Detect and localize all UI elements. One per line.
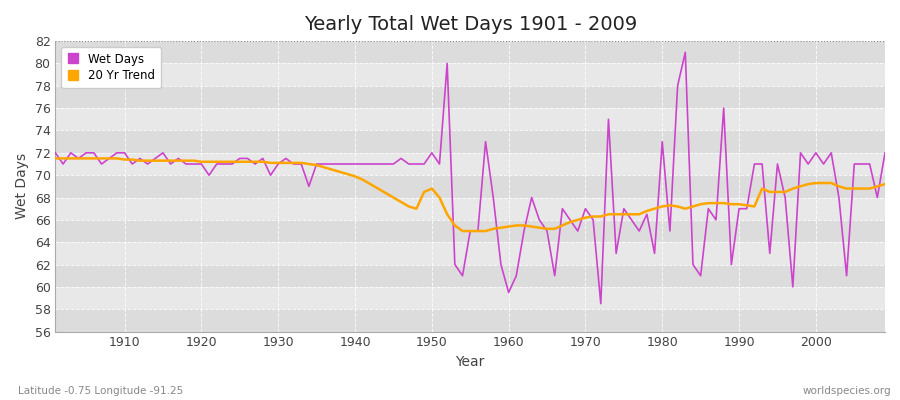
Bar [56, 309, 885, 332]
Bar [56, 64, 885, 86]
Y-axis label: Wet Days: Wet Days [15, 153, 29, 220]
Bar [56, 264, 885, 287]
Text: Latitude -0.75 Longitude -91.25: Latitude -0.75 Longitude -91.25 [18, 386, 184, 396]
Bar [56, 220, 885, 242]
Bar [56, 41, 885, 64]
Bar [56, 130, 885, 153]
Text: worldspecies.org: worldspecies.org [803, 386, 891, 396]
Bar [56, 86, 885, 108]
Bar [56, 153, 885, 175]
Bar [56, 175, 885, 198]
Bar [56, 242, 885, 264]
Bar [56, 198, 885, 220]
Legend: Wet Days, 20 Yr Trend: Wet Days, 20 Yr Trend [61, 47, 161, 88]
Bar [56, 287, 885, 309]
Title: Yearly Total Wet Days 1901 - 2009: Yearly Total Wet Days 1901 - 2009 [303, 15, 637, 34]
Bar [56, 108, 885, 130]
X-axis label: Year: Year [455, 355, 485, 369]
